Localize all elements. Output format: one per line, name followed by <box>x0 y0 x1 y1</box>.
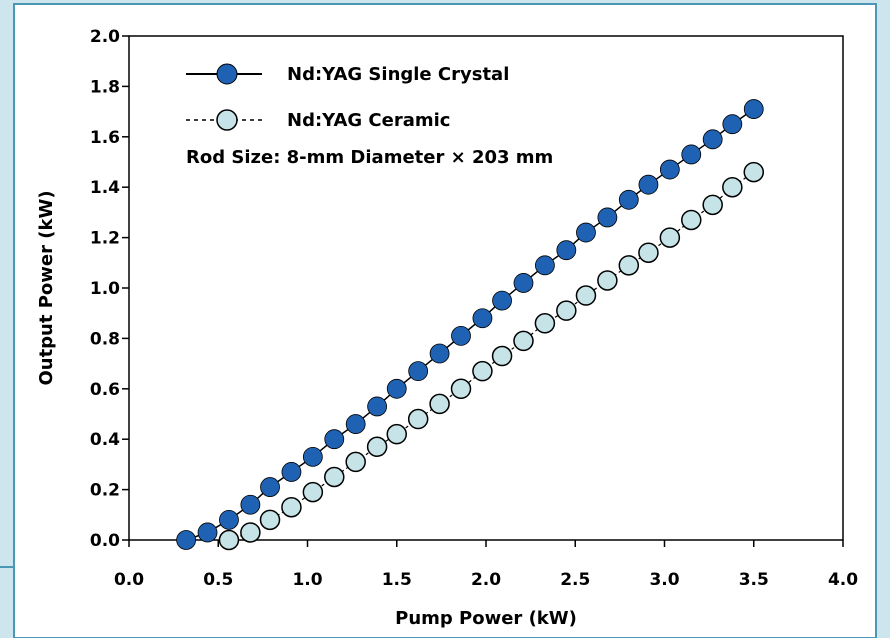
y-tick-label: 1.6 <box>90 128 120 148</box>
data-point-ceramic <box>240 522 261 543</box>
data-point-ceramic <box>575 285 597 306</box>
data-point-ceramic <box>513 330 534 352</box>
series-line-single-crystal <box>185 108 755 541</box>
data-point-ceramic <box>618 255 640 276</box>
y-tick-label: 0.0 <box>90 531 120 551</box>
x-tick-label: 2.0 <box>471 570 501 590</box>
data-point-single-crystal <box>513 273 534 293</box>
data-point-single-crystal <box>197 522 218 543</box>
data-point-ceramic <box>702 194 723 216</box>
data-point-ceramic <box>491 345 513 367</box>
data-point-single-crystal <box>722 114 743 135</box>
data-point-single-crystal <box>324 429 345 450</box>
data-point-single-crystal <box>281 462 302 482</box>
data-point-ceramic <box>450 378 472 400</box>
data-point-ceramic <box>407 408 429 430</box>
data-point-ceramic <box>429 393 450 415</box>
legend-entry-ceramic: Nd:YAG Ceramic <box>186 109 450 131</box>
legend-entry-single-crystal: Nd:YAG Single Crystal <box>186 63 509 85</box>
data-point-ceramic <box>218 529 240 551</box>
y-tick-label: 0.6 <box>90 380 120 400</box>
axes-layer: 0.0 0.5 1.0 1.5 2.0 2.5 3.0 3.5 4.0 0.0 0.2 0.4 0.6 0… <box>90 27 858 590</box>
data-point-single-crystal <box>576 222 596 243</box>
data-point-ceramic <box>472 360 493 382</box>
y-tick-label: 1.0 <box>90 279 120 299</box>
data-point-ceramic <box>638 242 659 263</box>
rod-size-annotation: Rod Size: 8-mm Diameter × 203 mm <box>186 147 553 168</box>
y-tick-label: 1.4 <box>90 178 120 198</box>
data-point-single-crystal <box>260 477 280 497</box>
data-point-ceramic <box>534 313 556 334</box>
data-point-ceramic <box>681 209 702 231</box>
data-point-ceramic <box>281 496 302 518</box>
series-layer <box>176 99 764 551</box>
y-tick-label: 1.2 <box>90 229 120 249</box>
data-point-single-crystal <box>597 207 618 228</box>
data-point-single-crystal <box>302 446 323 467</box>
x-tick-label: 2.5 <box>560 570 590 590</box>
legend-marker-single-crystal <box>216 63 238 85</box>
data-point-single-crystal <box>429 343 450 364</box>
data-point-single-crystal <box>240 494 261 515</box>
y-tick-label: 0.8 <box>90 329 120 349</box>
data-point-ceramic <box>324 466 345 488</box>
data-point-single-crystal <box>345 414 366 434</box>
x-tick-label: 0.0 <box>114 570 144 590</box>
x-tick-label: 1.0 <box>292 570 322 590</box>
data-point-single-crystal <box>472 308 493 329</box>
x-tick-label: 0.5 <box>203 570 233 590</box>
y-tick-label: 0.2 <box>90 481 120 501</box>
data-point-ceramic <box>659 227 681 248</box>
y-tick-label: 1.8 <box>90 77 120 97</box>
plot-area <box>128 35 844 541</box>
x-tick-label: 3.5 <box>739 570 769 590</box>
data-point-ceramic <box>302 481 324 503</box>
data-point-single-crystal <box>743 99 764 119</box>
data-point-single-crystal <box>618 189 639 210</box>
data-point-ceramic <box>722 176 743 198</box>
x-tick-label: 1.5 <box>382 570 412 590</box>
legend-marker-ceramic <box>216 109 238 131</box>
data-point-ceramic <box>743 161 764 183</box>
data-point-single-crystal <box>638 174 659 195</box>
data-point-ceramic <box>366 436 388 458</box>
data-point-single-crystal <box>367 396 388 417</box>
x-axis-label: Pump Power (kW) <box>395 608 577 629</box>
data-point-single-crystal <box>408 361 429 382</box>
data-point-ceramic <box>386 423 407 445</box>
data-point-single-crystal <box>681 144 702 165</box>
data-point-single-crystal <box>386 378 407 399</box>
y-tick-label: 2.0 <box>90 27 120 47</box>
data-point-single-crystal <box>176 530 197 550</box>
data-point-single-crystal <box>659 159 680 180</box>
data-point-single-crystal <box>219 509 239 530</box>
data-point-single-crystal <box>702 129 723 150</box>
data-point-ceramic <box>259 509 281 531</box>
data-point-single-crystal <box>535 255 555 276</box>
data-point-single-crystal <box>451 325 471 346</box>
y-tick-label: 0.4 <box>90 430 120 450</box>
legend-label-single-crystal: Nd:YAG Single Crystal <box>287 64 509 85</box>
data-point-single-crystal <box>556 240 577 261</box>
legend-label-ceramic: Nd:YAG Ceramic <box>287 110 450 131</box>
x-tick-label: 4.0 <box>828 570 858 590</box>
data-point-single-crystal <box>492 290 512 311</box>
legend: Nd:YAG Single Crystal Nd:YAG Ceramic <box>186 63 509 131</box>
data-point-ceramic <box>345 451 366 473</box>
data-point-ceramic <box>597 270 618 291</box>
y-axis-label: Output Power (kW) <box>36 190 57 385</box>
data-point-ceramic <box>556 300 577 321</box>
x-tick-label: 3.0 <box>649 570 679 590</box>
